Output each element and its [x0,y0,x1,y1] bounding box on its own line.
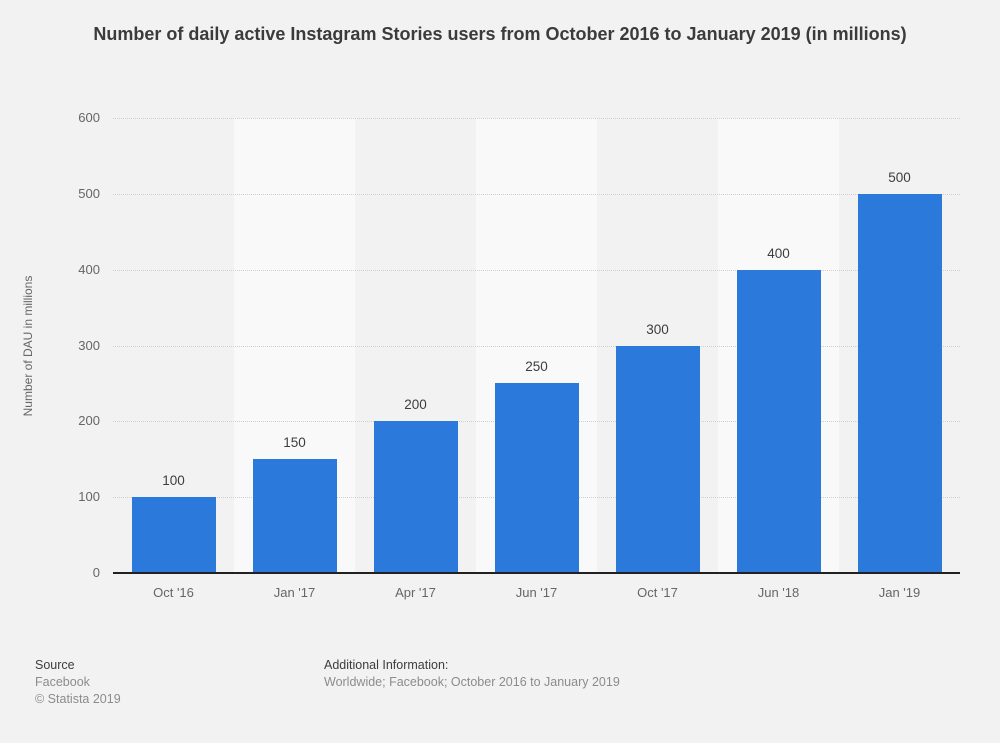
y-axis-title: Number of DAU in millions [21,275,35,417]
bar-value-label: 400 [767,245,790,261]
bar-value-label: 100 [162,473,185,489]
bar [494,383,579,573]
x-tick-label: Jun '17 [515,585,558,600]
y-tick-label: 500 [78,185,100,201]
bar [131,497,216,573]
gridline [113,269,960,271]
y-tick-label: 0 [92,565,100,580]
bar-value-label: 150 [283,435,306,451]
footer-source-block: Source Facebook © Statista 2019 [35,657,121,708]
bar-value-label: 300 [646,321,669,337]
footer-additional-block: Additional Information: Worldwide; Faceb… [324,657,620,691]
gridline [113,193,960,195]
x-axis-line [113,572,960,574]
y-tick-label: 100 [78,489,100,505]
copyright-notice: © Statista 2019 [35,692,121,706]
source-label: Source [35,658,75,672]
x-tick-label: Jan '19 [878,585,921,600]
y-tick-label: 400 [78,261,100,277]
bar [615,345,700,573]
y-tick-label: 300 [78,337,100,353]
y-tick-label: 600 [78,110,100,125]
x-tick-label: Oct '16 [153,585,194,600]
y-tick-label: 200 [78,413,100,429]
x-tick-label: Jun '18 [757,585,800,600]
source-value: Facebook [35,675,90,689]
bar-value-label: 250 [525,359,548,375]
x-tick-label: Jan '17 [273,585,316,600]
gridline [113,118,960,119]
x-tick-label: Oct '17 [637,585,678,600]
bar [857,193,942,573]
plot-area: 100 150 200 250 300 400 500 [113,118,960,574]
bar-value-label: 200 [404,397,427,413]
chart-title: Number of daily active Instagram Stories… [93,24,907,44]
additional-info-value: Worldwide; Facebook; October 2016 to Jan… [324,675,620,689]
gridline [113,345,960,347]
additional-info-label: Additional Information: [324,658,449,672]
bar-value-label: 500 [888,169,911,185]
bar [736,269,821,573]
bar [373,421,458,573]
x-tick-label: Apr '17 [395,585,436,600]
bar [252,459,337,573]
